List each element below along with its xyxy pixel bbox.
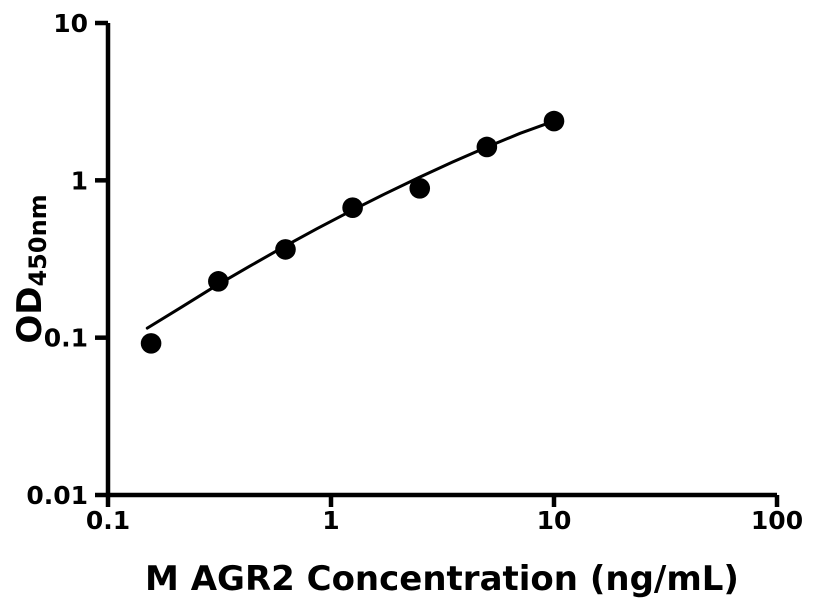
- plot-series: [140, 110, 565, 354]
- x-tick-label: 1: [322, 506, 339, 535]
- y-axis-title-main: OD: [10, 287, 50, 344]
- y-tick-label: 0.01: [26, 481, 88, 510]
- x-tick-label: 100: [751, 506, 803, 535]
- data-point: [342, 197, 363, 218]
- data-point: [543, 110, 565, 132]
- data-point: [275, 239, 296, 260]
- y-tick-label: 10: [53, 9, 88, 38]
- data-point: [409, 178, 431, 199]
- x-tick-label: 10: [537, 506, 572, 535]
- axes-frame: [105, 23, 777, 498]
- y-tick-label: 0.1: [44, 324, 88, 353]
- data-point: [208, 271, 229, 292]
- data-point: [476, 136, 498, 158]
- y-axis-title-subscript: 450nm: [24, 194, 52, 286]
- data-point: [140, 333, 162, 354]
- x-axis-title: M AGR2 Concentration (ng/mL): [145, 559, 739, 599]
- y-tick-label: 1: [71, 166, 88, 195]
- y-axis-title: OD450nm: [10, 194, 52, 343]
- x-tick-label: 0.1: [86, 506, 130, 535]
